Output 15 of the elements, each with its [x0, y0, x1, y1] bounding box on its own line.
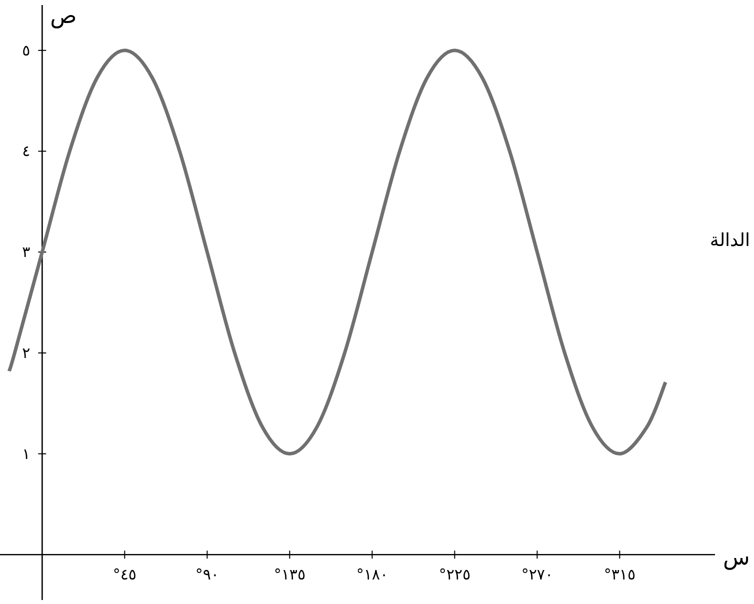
y-tick-label: ٢	[22, 344, 30, 362]
annotation: الدالة	[710, 230, 750, 251]
x-tick-label: °٢٢٥	[438, 566, 471, 584]
y-tick-label: ٥	[22, 41, 30, 60]
x-tick-label: °٩٠	[195, 566, 219, 584]
x-tick-label: °٣١٥	[604, 566, 636, 584]
y-tick-label: ٤	[22, 142, 30, 160]
x-tick-label: °٢٧٠	[521, 566, 554, 584]
x-tick-label: °١٨٠	[356, 566, 388, 584]
x-axis-title: س	[723, 546, 750, 571]
y-axis-title: ص	[50, 4, 77, 29]
y-tick-label: ١	[22, 444, 30, 463]
x-tick-label: °١٣٥	[274, 566, 306, 584]
x-tick-label: °٤٥	[112, 566, 136, 584]
y-tick-label: ٣	[22, 243, 30, 262]
